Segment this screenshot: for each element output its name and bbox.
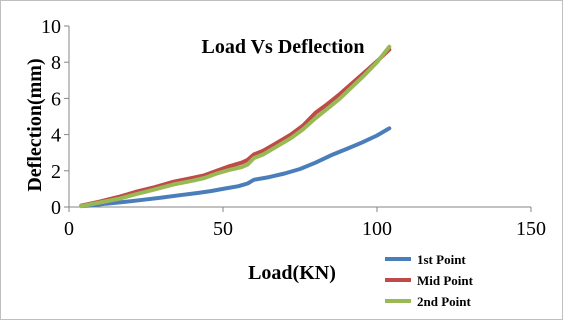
y-tick-label: 8 <box>51 52 61 74</box>
x-tick-label: 0 <box>64 218 74 240</box>
y-tick-label: 0 <box>51 197 61 219</box>
x-tick-label: 150 <box>516 218 546 240</box>
x-axis-title: Load(KN) <box>248 262 336 284</box>
legend-label-2nd-point: 2nd Point <box>417 294 471 309</box>
y-tick-label: 2 <box>51 161 61 183</box>
x-tick-label: 50 <box>213 218 233 240</box>
legend-label-1st-point: 1st Point <box>417 252 466 267</box>
series-line-2nd-point <box>79 44 392 209</box>
legend: 1st Point Mid Point 2nd Point <box>385 252 474 309</box>
series-line-1st-point <box>79 126 392 209</box>
x-tick-label: 100 <box>362 218 392 240</box>
y-tick-label: 10 <box>41 16 61 38</box>
y-tick-label: 6 <box>51 88 61 110</box>
chart-title: Load Vs Deflection <box>202 36 365 58</box>
y-axis-title: Deflection(mm) <box>24 58 46 191</box>
y-tick-label: 4 <box>51 125 61 147</box>
legend-label-mid-point: Mid Point <box>417 273 474 288</box>
series-line-mid-point <box>79 47 392 208</box>
